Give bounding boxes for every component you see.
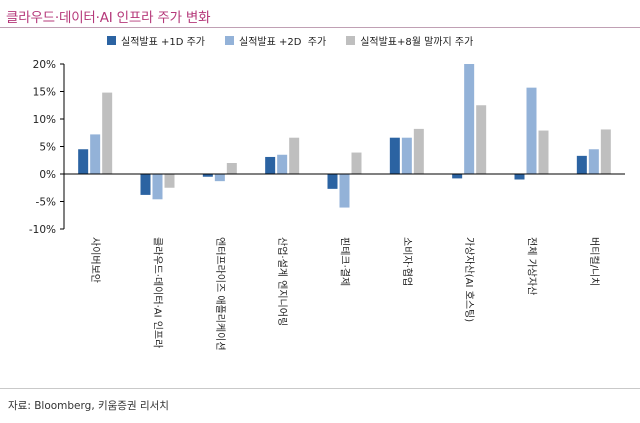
x-tick-label: 클라우드·데이터·AI 인프라: [152, 237, 164, 348]
x-tick-label: 사이버보안: [89, 237, 101, 283]
bar: [514, 174, 525, 180]
bar: [576, 155, 587, 174]
chart-title: 클라우드·데이터·AI 인프라 주가 변화: [6, 10, 211, 26]
y-tick-label: -10%: [29, 224, 56, 236]
x-tick-label: 산업·설계 엔지니어링: [276, 237, 289, 326]
y-tick-label: 15%: [33, 87, 56, 99]
source-note: 자료: Bloomberg, 키움증권 리서치: [8, 400, 169, 412]
bar: [452, 174, 463, 179]
bar: [152, 174, 163, 200]
bar: [202, 174, 213, 177]
legend-item-m8: 실적발표+8월 말까지 주가: [346, 33, 473, 48]
legend-label-m8: 실적발표+8월 말까지 주가: [360, 37, 474, 48]
bar: [78, 149, 89, 174]
legend-item-d1: 실적발표 +1D 주가: [107, 33, 205, 48]
bar: [464, 64, 475, 174]
bar: [339, 174, 350, 208]
x-tick-label: 소비자·협업: [401, 237, 414, 286]
legend-label-d2: 실적발표 +2D 주가: [239, 37, 327, 48]
y-tick-label: -5%: [36, 197, 56, 209]
bar: [389, 137, 400, 174]
x-tick-label: 버티컬/니치: [588, 237, 601, 286]
legend-label-d1: 실적발표 +1D 주가: [121, 37, 205, 48]
y-tick-label: 5%: [39, 142, 56, 154]
bar: [476, 105, 487, 174]
legend-item-d2: 실적발표 +2D 주가: [225, 33, 326, 48]
bar: [413, 128, 424, 174]
x-tick-label: 핀테크·결제: [339, 237, 351, 286]
legend-swatch-d2: [225, 36, 234, 45]
bar: [102, 92, 113, 174]
bar: [90, 134, 101, 174]
y-tick-label: 10%: [33, 114, 56, 126]
bar: [164, 174, 175, 188]
chart-legend: 실적발표 +1D 주가 실적발표 +2D 주가 실적발표+8월 말까지 주가: [107, 33, 473, 48]
bar: [588, 149, 599, 174]
y-tick-label: 0%: [39, 169, 56, 181]
bar-chart: -10% -5% 0% 5% 10% 15% 20% 사이버보안 클라우드·데이터·AI 인프라…: [29, 59, 625, 351]
y-tick-label: 20%: [33, 59, 56, 71]
x-tick-label: 엔터프라이즈 애플리케이션: [214, 237, 226, 351]
bar: [214, 174, 225, 182]
x-tick-label: 가상자산(AI 호스팅): [463, 237, 475, 322]
footer-divider: [0, 388, 640, 389]
bar: [526, 87, 537, 174]
bar: [538, 130, 549, 174]
bar: [226, 163, 237, 174]
bar: [327, 174, 338, 189]
bar: [265, 156, 276, 174]
legend-swatch-m8: [346, 36, 356, 45]
legend-swatch-d1: [107, 36, 116, 45]
x-tick-label: 전체 가상자산: [526, 237, 538, 295]
title-divider: [0, 27, 640, 28]
bar: [277, 154, 288, 174]
bar: [600, 129, 611, 174]
bar: [401, 137, 412, 174]
bar: [289, 137, 300, 174]
bar: [351, 152, 362, 174]
bar: [140, 174, 151, 195]
